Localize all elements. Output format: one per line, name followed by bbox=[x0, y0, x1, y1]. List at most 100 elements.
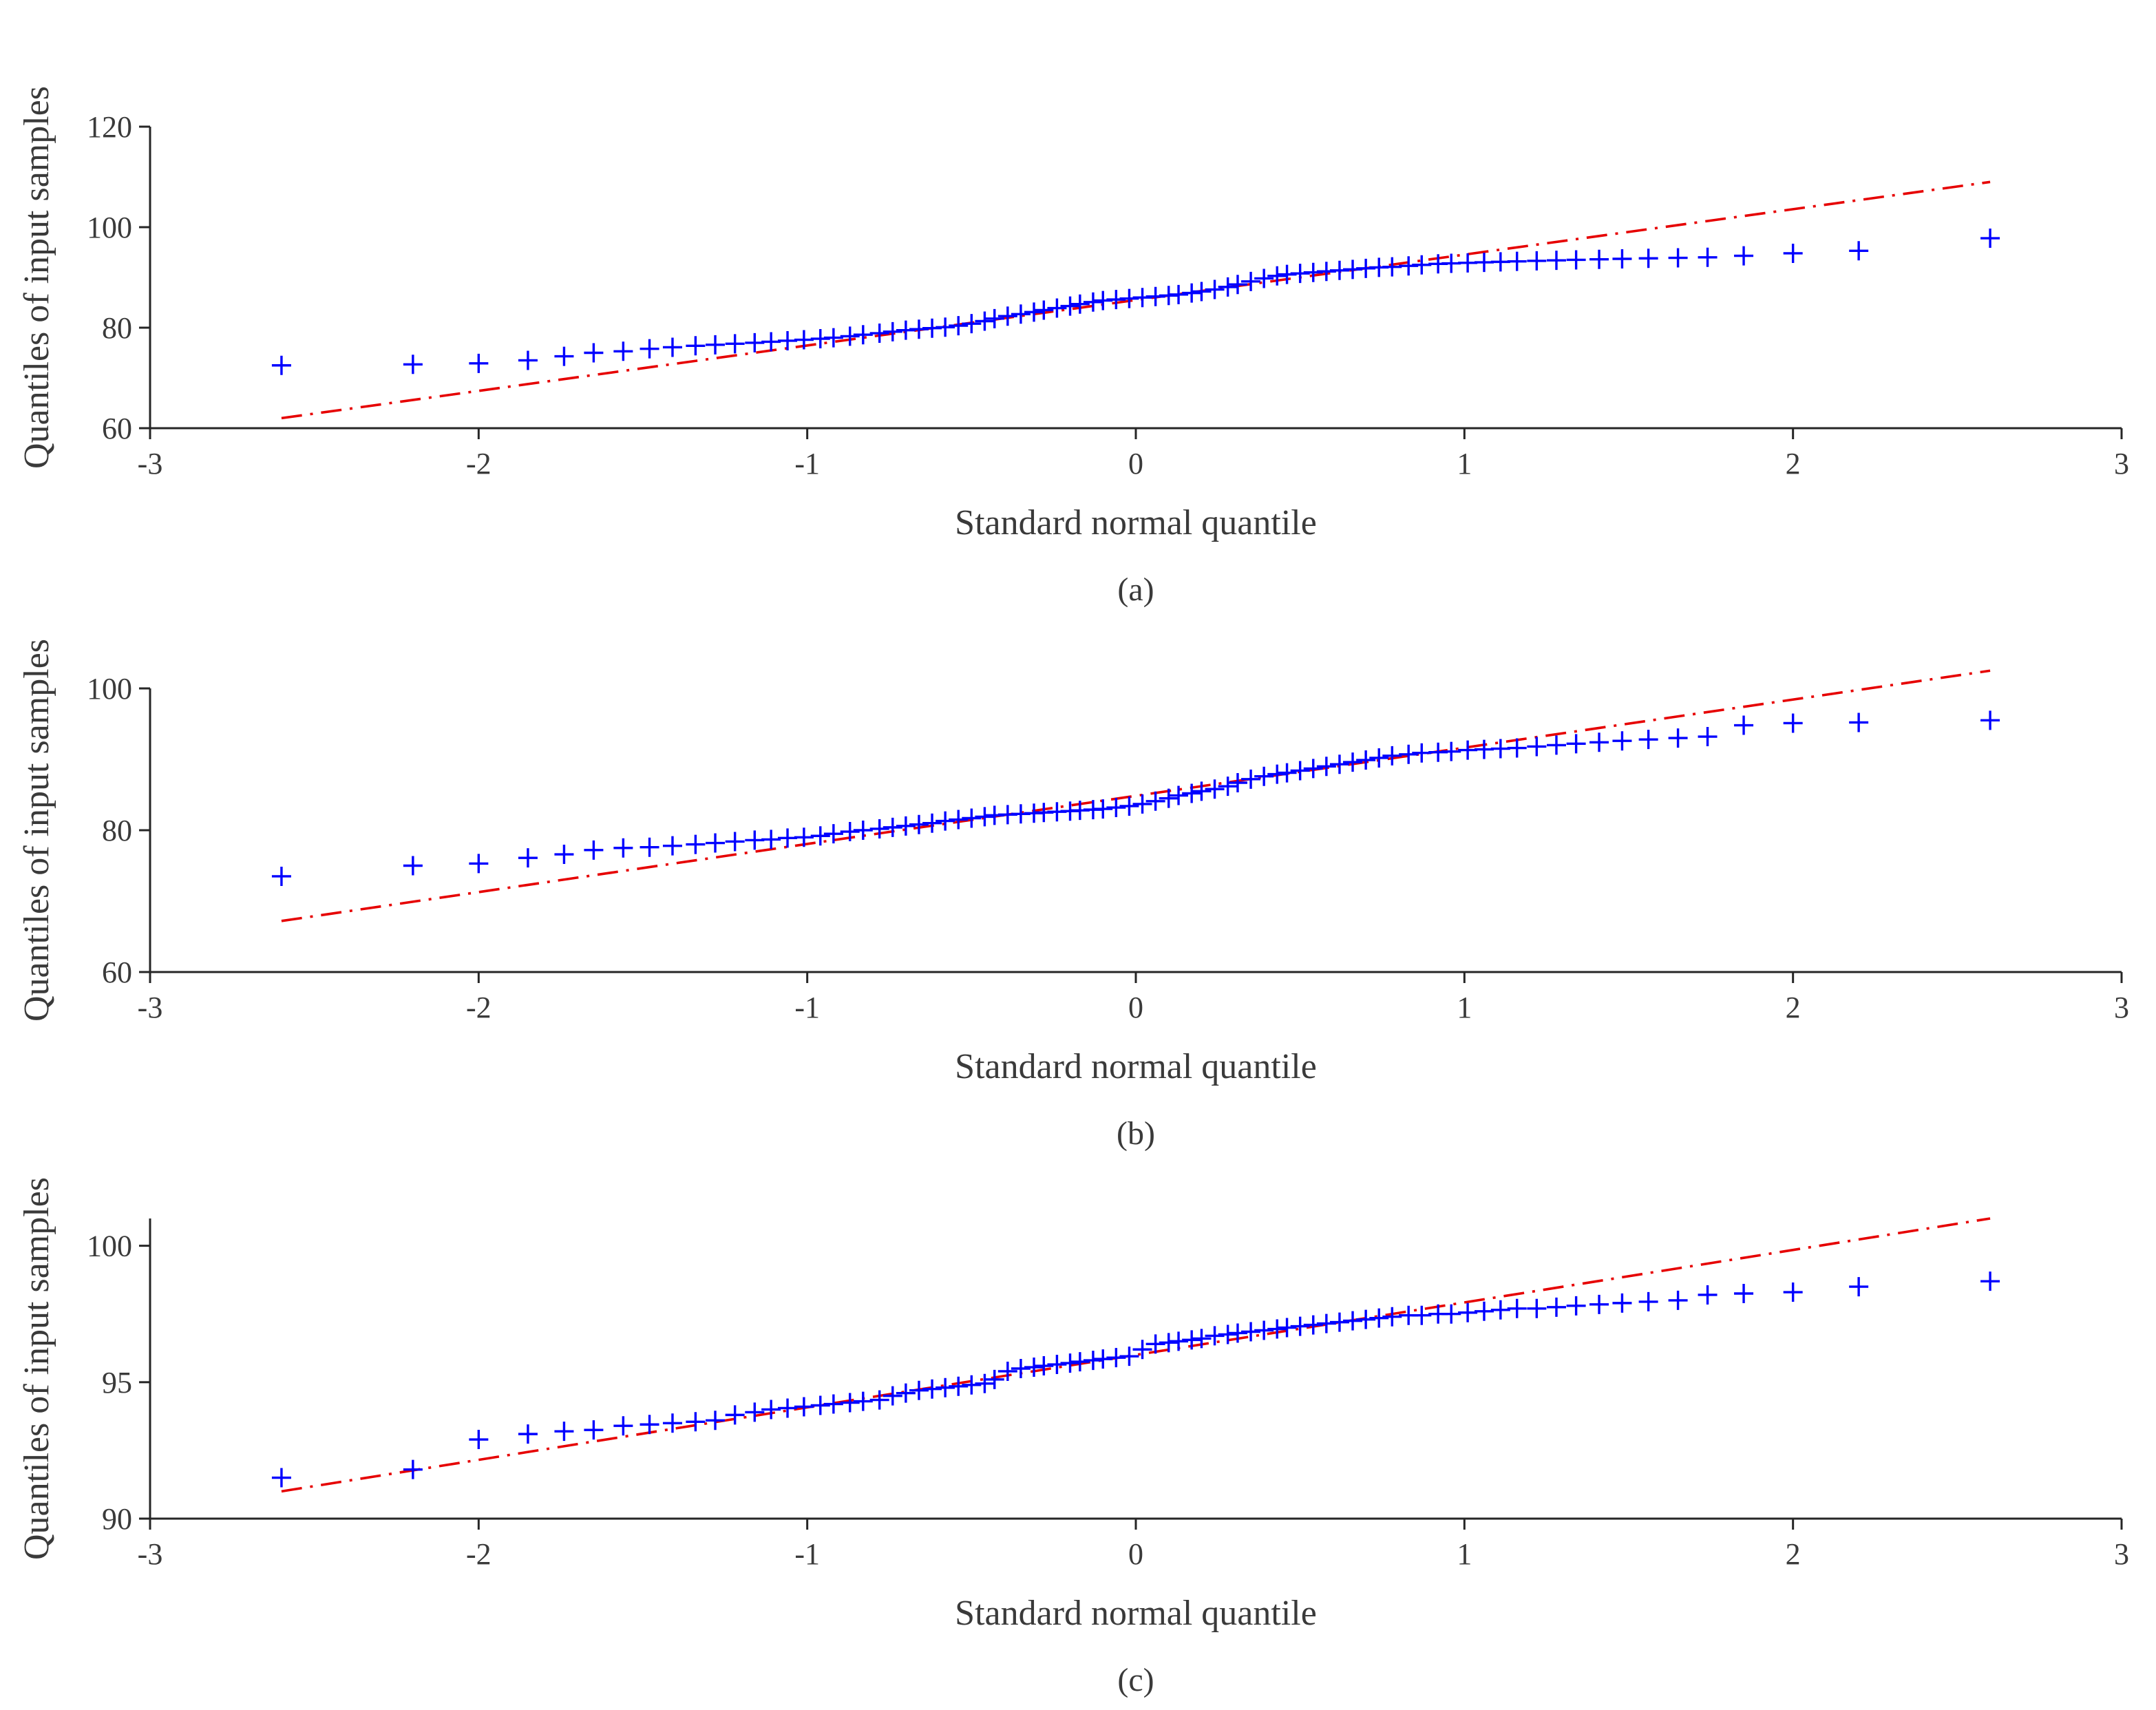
sample-point bbox=[1024, 1358, 1044, 1378]
sample-point bbox=[1254, 766, 1274, 786]
sample-point bbox=[1205, 279, 1225, 299]
panel-c: -3 -2 -1 0 1 2 3 90 95 100 Standard normal quantil… bbox=[17, 1177, 2129, 1698]
sample-point bbox=[1849, 1277, 1869, 1297]
sample-point bbox=[997, 306, 1017, 326]
sample-point bbox=[1192, 282, 1212, 302]
sample-point bbox=[1612, 1293, 1632, 1313]
sample-point bbox=[1441, 741, 1461, 761]
y-tick-label: 90 bbox=[102, 1502, 132, 1536]
sample-point bbox=[1132, 1340, 1152, 1360]
sample-point bbox=[1132, 794, 1152, 814]
sample-point bbox=[1254, 1320, 1274, 1340]
sample-point bbox=[1441, 253, 1461, 273]
x-tick-label: 2 bbox=[1786, 447, 1801, 481]
sample-point bbox=[1734, 1284, 1754, 1303]
sample-point bbox=[686, 336, 706, 356]
sample-point bbox=[1227, 275, 1247, 295]
sample-point bbox=[962, 1375, 982, 1395]
sample-point bbox=[1070, 1352, 1090, 1372]
sample-point bbox=[706, 833, 726, 853]
sample-point bbox=[1241, 1322, 1261, 1342]
sample-point bbox=[1783, 243, 1803, 263]
sample-point bbox=[810, 1395, 830, 1415]
sample-point bbox=[1329, 1312, 1349, 1332]
sample-point bbox=[518, 848, 538, 868]
sample-point bbox=[469, 854, 489, 874]
sample-point bbox=[1227, 772, 1247, 792]
sample-point bbox=[584, 840, 604, 860]
sample-point bbox=[1369, 748, 1389, 768]
sample-point bbox=[883, 817, 902, 837]
sample-point bbox=[962, 808, 982, 828]
x-tick-label: 1 bbox=[1457, 1537, 1472, 1571]
sample-point bbox=[1083, 1351, 1103, 1371]
x-tick-label: 3 bbox=[2114, 447, 2129, 481]
sample-point bbox=[1412, 1305, 1432, 1325]
sample-point bbox=[794, 827, 814, 847]
sample-point bbox=[1490, 739, 1510, 759]
x-tick-label: 1 bbox=[1457, 991, 1472, 1024]
sample-point bbox=[778, 330, 798, 350]
sample-point bbox=[584, 1420, 604, 1440]
sample-point bbox=[853, 1391, 873, 1411]
sample-point bbox=[1316, 1313, 1336, 1333]
sample-point bbox=[584, 343, 604, 363]
sample-point bbox=[1083, 292, 1103, 312]
sample-point bbox=[922, 813, 942, 833]
panel-a: -3 -2 -1 0 1 2 3 60 80 100 120 Standard normal quan… bbox=[17, 86, 2129, 608]
sample-point bbox=[869, 819, 889, 838]
sample-point bbox=[1589, 732, 1609, 752]
sample-point bbox=[1507, 251, 1527, 271]
sample-point bbox=[1458, 253, 1478, 273]
reference-line bbox=[281, 669, 1991, 922]
sample-point bbox=[1566, 734, 1586, 754]
sample-point bbox=[1290, 761, 1310, 781]
sample-point bbox=[1382, 257, 1402, 277]
sample-point bbox=[853, 821, 873, 840]
sample-point bbox=[840, 1393, 860, 1413]
sample-point bbox=[725, 1405, 745, 1425]
sample-point bbox=[1254, 268, 1274, 288]
sample-point bbox=[1218, 777, 1238, 796]
sample-point bbox=[745, 332, 765, 352]
sample-point bbox=[1589, 249, 1609, 269]
sample-point bbox=[640, 837, 659, 857]
sample-point bbox=[613, 1416, 633, 1436]
sample-point bbox=[1474, 253, 1494, 273]
sample-point bbox=[1783, 713, 1803, 733]
sample-point bbox=[518, 1424, 538, 1444]
y-axis-label: Quantiles of input samples bbox=[17, 639, 56, 1022]
sample-point bbox=[1290, 1316, 1310, 1336]
x-tick-label: 0 bbox=[1128, 1537, 1143, 1571]
sample-point bbox=[1182, 283, 1202, 303]
x-axis-label: Standard normal quantile bbox=[955, 1047, 1317, 1086]
sample-point bbox=[909, 1380, 929, 1400]
sample-point bbox=[975, 1373, 995, 1393]
sample-point bbox=[1303, 1315, 1323, 1335]
sample-point bbox=[823, 1394, 843, 1414]
sample-point bbox=[1527, 1298, 1547, 1318]
sample-point bbox=[1205, 779, 1225, 799]
y-axis-label: Quantiles of input samples bbox=[17, 86, 56, 469]
sample-point bbox=[883, 1386, 902, 1406]
sample-point bbox=[840, 822, 860, 842]
sample-point bbox=[1412, 255, 1432, 275]
sample-point bbox=[984, 1369, 1004, 1389]
sample-point bbox=[1849, 712, 1869, 732]
sample-point bbox=[936, 811, 955, 831]
sample-point bbox=[778, 828, 798, 848]
sample-point bbox=[1734, 715, 1754, 735]
x-tick-label: -2 bbox=[466, 447, 492, 481]
sample-point bbox=[883, 321, 902, 341]
sample-point bbox=[1169, 284, 1189, 304]
sample-point bbox=[745, 830, 765, 850]
sample-point bbox=[1356, 1309, 1376, 1329]
sample-point bbox=[1399, 744, 1419, 764]
sample-point bbox=[662, 836, 682, 856]
x-tick-label: -3 bbox=[138, 447, 163, 481]
sample-point bbox=[823, 824, 843, 844]
y-tick-label: 120 bbox=[87, 110, 132, 144]
sample-point bbox=[1490, 1300, 1510, 1320]
sample-point bbox=[922, 1379, 942, 1399]
sample-point bbox=[1382, 1307, 1402, 1327]
